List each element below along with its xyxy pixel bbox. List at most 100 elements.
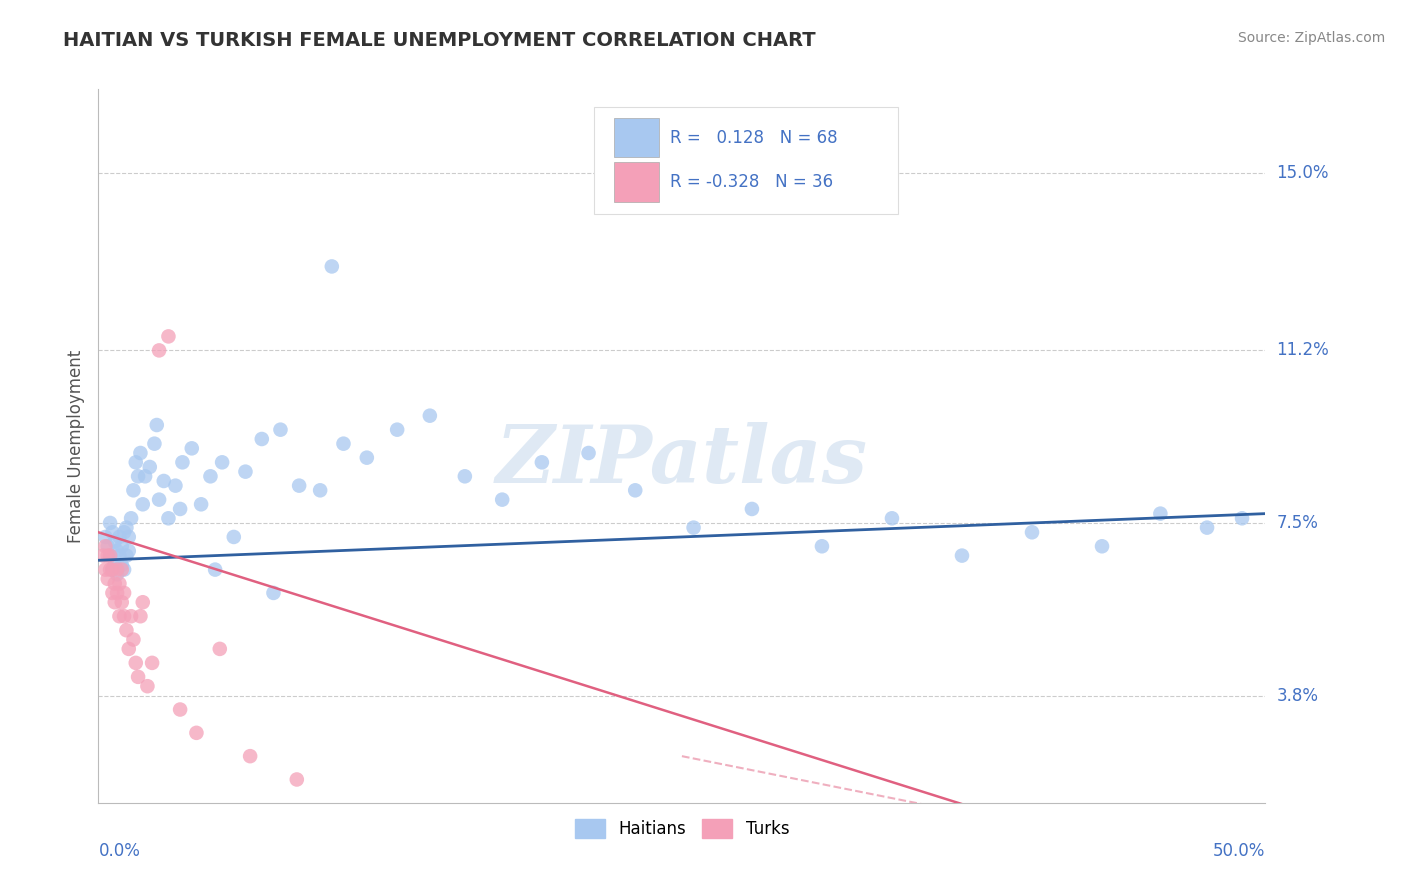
- Point: [321, 260, 343, 274]
- Point: [309, 483, 332, 498]
- Point: [811, 539, 834, 553]
- Text: 11.2%: 11.2%: [1277, 342, 1329, 359]
- Point: [104, 576, 127, 591]
- Point: [112, 609, 135, 624]
- Point: [222, 530, 245, 544]
- Point: [204, 563, 226, 577]
- Point: [1091, 539, 1114, 553]
- Point: [115, 521, 138, 535]
- Point: [385, 423, 408, 437]
- Point: [111, 595, 134, 609]
- Point: [139, 460, 162, 475]
- Point: [880, 511, 903, 525]
- Point: [454, 469, 477, 483]
- Point: [101, 563, 124, 577]
- Y-axis label: Female Unemployment: Female Unemployment: [66, 350, 84, 542]
- Point: [190, 497, 212, 511]
- Point: [94, 539, 117, 553]
- Point: [200, 469, 222, 483]
- Point: [186, 726, 208, 740]
- Bar: [614, 118, 658, 157]
- Point: [165, 478, 187, 492]
- Point: [112, 586, 135, 600]
- Point: [132, 595, 155, 609]
- Text: 7.5%: 7.5%: [1277, 514, 1319, 532]
- Text: 15.0%: 15.0%: [1277, 164, 1329, 182]
- Point: [239, 749, 262, 764]
- Point: [115, 549, 138, 563]
- Point: [285, 772, 308, 787]
- Point: [108, 530, 131, 544]
- Point: [91, 549, 114, 563]
- Point: [112, 563, 135, 577]
- Point: [682, 521, 704, 535]
- Point: [143, 436, 166, 450]
- Point: [101, 563, 124, 577]
- Point: [108, 549, 131, 563]
- Point: [136, 679, 159, 693]
- Point: [624, 483, 647, 498]
- Bar: [614, 162, 658, 202]
- Point: [419, 409, 441, 423]
- Point: [111, 558, 134, 572]
- Point: [122, 483, 145, 498]
- Point: [98, 516, 121, 530]
- Point: [1149, 507, 1171, 521]
- Point: [152, 474, 174, 488]
- Point: [97, 549, 120, 563]
- Text: R =   0.128   N = 68: R = 0.128 N = 68: [671, 128, 838, 146]
- Point: [115, 624, 138, 638]
- Point: [112, 525, 135, 540]
- Text: HAITIAN VS TURKISH FEMALE UNEMPLOYMENT CORRELATION CHART: HAITIAN VS TURKISH FEMALE UNEMPLOYMENT C…: [63, 31, 815, 50]
- Point: [118, 641, 141, 656]
- Point: [157, 329, 180, 343]
- Point: [148, 343, 170, 358]
- Point: [132, 497, 155, 511]
- Point: [741, 502, 763, 516]
- Point: [1230, 511, 1253, 525]
- Point: [332, 436, 354, 450]
- Point: [101, 586, 124, 600]
- Point: [94, 563, 117, 577]
- Point: [148, 492, 170, 507]
- Point: [105, 544, 128, 558]
- Point: [118, 544, 141, 558]
- Point: [288, 478, 311, 492]
- Point: [208, 641, 231, 656]
- Point: [356, 450, 378, 465]
- Point: [262, 586, 284, 600]
- Point: [169, 702, 191, 716]
- Point: [98, 549, 121, 563]
- Point: [491, 492, 513, 507]
- Text: 3.8%: 3.8%: [1277, 687, 1319, 705]
- Point: [129, 609, 152, 624]
- Point: [122, 632, 145, 647]
- Point: [127, 469, 149, 483]
- Point: [169, 502, 191, 516]
- Point: [97, 539, 120, 553]
- Point: [134, 469, 156, 483]
- Point: [111, 563, 134, 577]
- Point: [180, 442, 202, 456]
- Text: ZIPatlas: ZIPatlas: [496, 422, 868, 499]
- Point: [211, 455, 233, 469]
- Text: 50.0%: 50.0%: [1213, 842, 1265, 860]
- Point: [104, 534, 127, 549]
- Point: [94, 530, 117, 544]
- Legend: Haitians, Turks: Haitians, Turks: [568, 812, 796, 845]
- Point: [1021, 525, 1043, 540]
- Point: [530, 455, 553, 469]
- Point: [104, 595, 127, 609]
- Point: [269, 423, 291, 437]
- Point: [98, 563, 121, 577]
- Point: [105, 567, 128, 582]
- Point: [235, 465, 257, 479]
- FancyBboxPatch shape: [595, 107, 898, 214]
- Point: [111, 539, 134, 553]
- Point: [101, 525, 124, 540]
- Point: [108, 609, 131, 624]
- Text: R = -0.328   N = 36: R = -0.328 N = 36: [671, 173, 834, 191]
- Point: [104, 558, 127, 572]
- Point: [125, 656, 148, 670]
- Point: [950, 549, 973, 563]
